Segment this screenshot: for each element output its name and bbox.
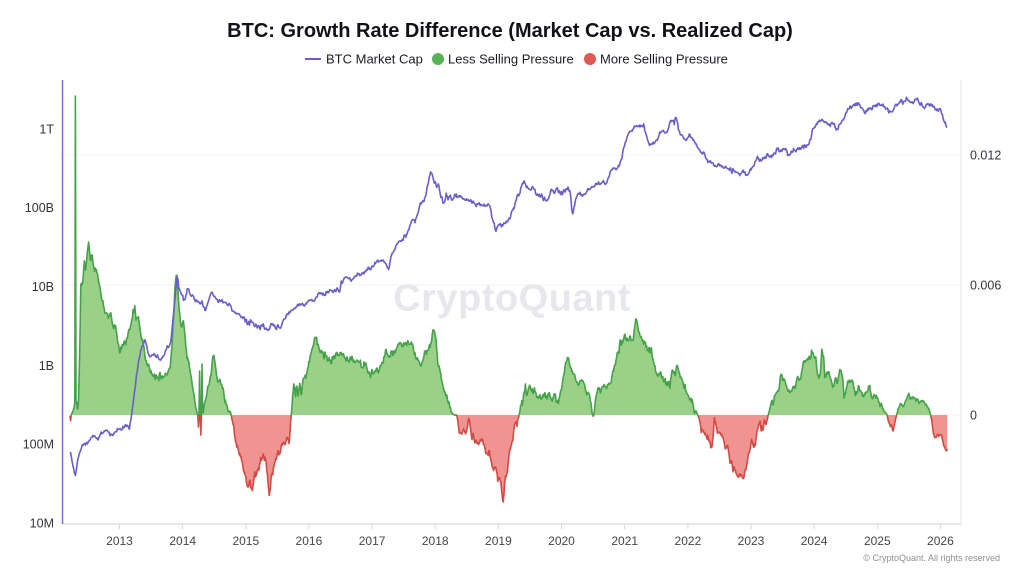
- svg-text:© CryptoQuant. All rights rese: © CryptoQuant. All rights reserved: [863, 553, 1000, 563]
- svg-text:2015: 2015: [232, 534, 259, 548]
- svg-text:2020: 2020: [548, 534, 575, 548]
- svg-text:BTC Market Cap: BTC Market Cap: [326, 52, 423, 67]
- svg-text:2018: 2018: [422, 534, 449, 548]
- svg-text:Less Selling Pressure: Less Selling Pressure: [448, 52, 574, 67]
- svg-text:2017: 2017: [359, 534, 386, 548]
- svg-text:10M: 10M: [30, 516, 54, 530]
- svg-text:2026: 2026: [927, 534, 954, 548]
- svg-text:2021: 2021: [611, 534, 638, 548]
- svg-text:1B: 1B: [39, 359, 54, 373]
- svg-text:0.012: 0.012: [970, 148, 1001, 162]
- svg-text:2019: 2019: [485, 534, 512, 548]
- svg-text:1T: 1T: [39, 122, 54, 136]
- svg-text:0: 0: [970, 409, 977, 423]
- svg-text:2023: 2023: [738, 534, 765, 548]
- svg-text:2024: 2024: [801, 534, 828, 548]
- svg-text:10B: 10B: [32, 280, 54, 294]
- svg-text:2022: 2022: [675, 534, 702, 548]
- svg-text:2013: 2013: [106, 534, 133, 548]
- svg-text:100M: 100M: [23, 438, 54, 452]
- svg-text:2014: 2014: [169, 534, 196, 548]
- svg-text:100B: 100B: [25, 201, 54, 215]
- svg-text:BTC: Growth Rate Difference (M: BTC: Growth Rate Difference (Market Cap …: [227, 20, 793, 42]
- svg-text:CryptoQuant: CryptoQuant: [393, 278, 631, 320]
- svg-text:0.006: 0.006: [970, 278, 1001, 292]
- svg-text:2025: 2025: [864, 534, 891, 548]
- svg-text:2016: 2016: [296, 534, 323, 548]
- svg-text:More Selling Pressure: More Selling Pressure: [600, 52, 728, 67]
